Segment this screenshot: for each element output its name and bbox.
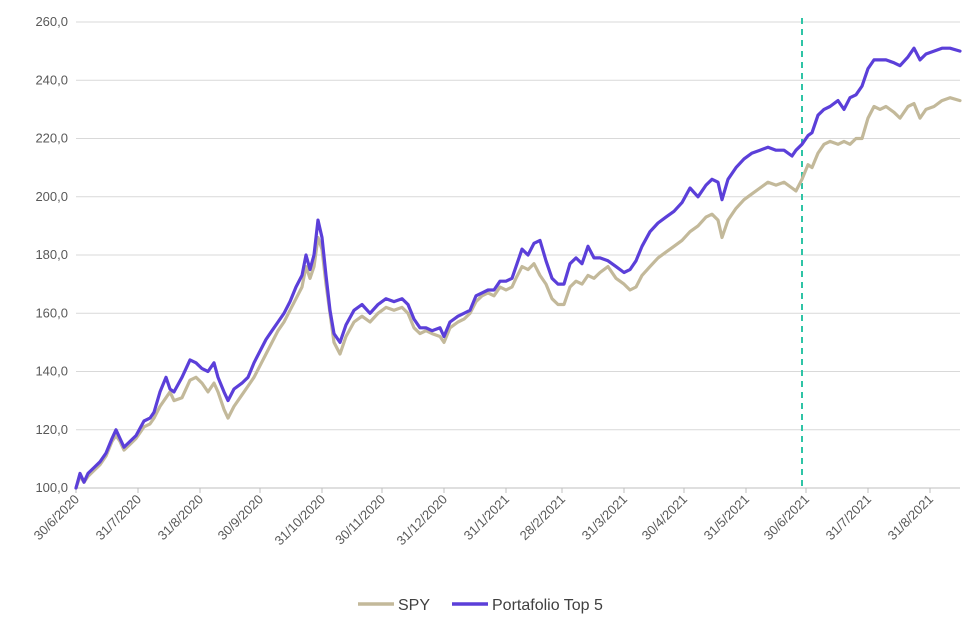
x-tick-label: 30/4/2021 — [639, 492, 691, 544]
x-tick-label: 30/6/2021 — [761, 492, 813, 544]
legend-label-spy: SPY — [398, 597, 430, 614]
x-axis-ticks: 30/6/2020 31/7/2020 31/8/2020 30/9/2020 31/1… — [31, 488, 937, 549]
x-tick-label: 30/11/2020 — [332, 492, 388, 548]
x-tick-label: 28/2/2021 — [517, 492, 569, 544]
gridlines — [76, 21, 960, 489]
legend-label-portafolio-top-5: Portafolio Top 5 — [492, 597, 603, 614]
x-tick-label: 30/9/2020 — [215, 492, 267, 544]
y-tick-label: 120,0 — [35, 422, 68, 437]
x-tick-label: 31/12/2020 — [393, 492, 450, 549]
x-tick-label: 31/8/2021 — [885, 492, 937, 544]
series-lines — [74, 46, 962, 490]
x-tick-label: 31/8/2020 — [155, 492, 207, 544]
y-tick-label: 240,0 — [35, 72, 68, 87]
series-line-spy — [74, 96, 962, 490]
x-tick-label: 31/10/2020 — [271, 492, 328, 549]
y-tick-label: 260,0 — [35, 14, 68, 29]
y-tick-label: 200,0 — [35, 189, 68, 204]
legend: SPY Portafolio Top 5 — [358, 597, 603, 614]
y-tick-label: 220,0 — [35, 131, 68, 146]
x-tick-label: 31/7/2021 — [823, 492, 875, 544]
y-tick-label: 160,0 — [35, 305, 68, 320]
x-tick-label: 30/6/2020 — [31, 492, 83, 544]
y-tick-label: 100,0 — [35, 480, 68, 495]
series-line-portafolio-top-5 — [74, 46, 962, 490]
y-tick-label: 140,0 — [35, 364, 68, 379]
y-tick-label: 180,0 — [35, 247, 68, 262]
x-tick-label: 31/1/2021 — [461, 492, 513, 544]
x-tick-label: 31/7/2020 — [93, 492, 145, 544]
y-axis-ticks: 100,0 120,0 140,0 160,0 180,0 200,0 220,0 240,0… — [35, 14, 68, 495]
x-tick-label: 31/3/2021 — [579, 492, 631, 544]
x-tick-label: 31/5/2021 — [701, 492, 753, 544]
